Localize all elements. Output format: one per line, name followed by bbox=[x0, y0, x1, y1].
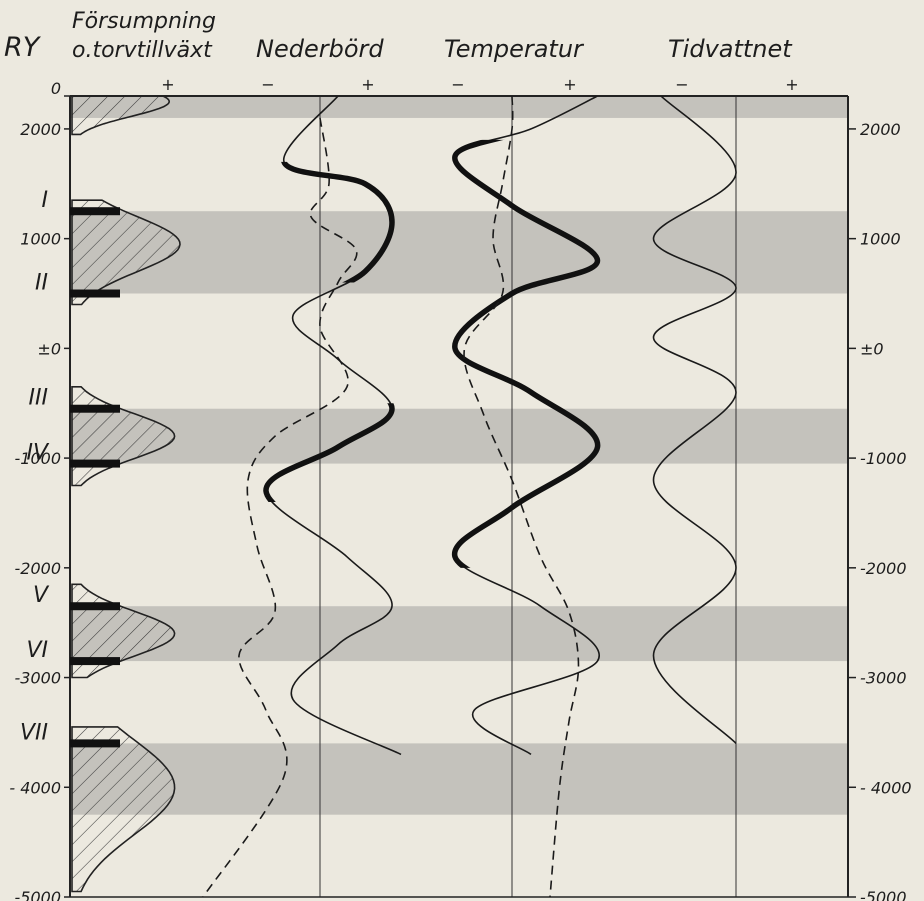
right-tick-label: 1000 bbox=[860, 230, 901, 249]
right-tick-label: 2000 bbox=[860, 120, 901, 139]
left-tick-label: 1000 bbox=[20, 230, 61, 249]
series-temperatur-streckad bbox=[463, 96, 580, 897]
right-tick-label: - 4000 bbox=[860, 778, 912, 797]
left-tick-label: -1000 bbox=[15, 449, 62, 468]
recurrence-label-i: I bbox=[42, 188, 49, 213]
recurrence-label-ii: II bbox=[35, 271, 48, 296]
series-nederbord-bold-2 bbox=[263, 403, 395, 502]
shaded-bands bbox=[70, 96, 848, 815]
recurrence-label-iv: IV bbox=[26, 441, 49, 466]
grid bbox=[69, 95, 849, 898]
tidvattnet-plus-sign: + bbox=[785, 75, 798, 94]
recurrence-marker-vi bbox=[70, 657, 120, 666]
shaded-band-5 bbox=[70, 743, 848, 815]
forsumpning-peak-5 bbox=[71, 726, 176, 893]
shaded-band-3 bbox=[70, 408, 848, 464]
left-tick-label: 0 bbox=[51, 79, 61, 98]
forsumpning-header-line1: Försumpning bbox=[72, 9, 216, 34]
recurrence-label-iii: III bbox=[29, 386, 48, 411]
recurrence-marker-ii bbox=[70, 289, 120, 298]
temperatur-minus-sign: − bbox=[451, 75, 464, 94]
shaded-band-2 bbox=[70, 211, 848, 294]
ry-label: RY bbox=[4, 32, 42, 63]
series-temperatur-bold-1 bbox=[452, 139, 601, 568]
y-axes: 0 2000 1000 ±0 -1000 -2000 -3000 - 4000 -5000 200… bbox=[9, 79, 911, 901]
recurrence-marker-vii bbox=[70, 739, 120, 748]
left-tick-label: - 4000 bbox=[9, 778, 61, 797]
left-tick-label: -3000 bbox=[15, 669, 62, 688]
recurrence-label-v: V bbox=[33, 583, 50, 608]
series-nederbord-streckad bbox=[202, 117, 358, 897]
recurrence-marker-iv bbox=[70, 459, 120, 468]
nederbord-header: Nederbörd bbox=[256, 35, 384, 63]
right-tick-label: -2000 bbox=[860, 559, 907, 578]
recurrence-marker-v bbox=[70, 602, 120, 611]
recurrence-marker-iii bbox=[70, 404, 120, 413]
column-headers: RY Försumpning o.torvtillväxt Nederbörd … bbox=[4, 9, 799, 94]
curves bbox=[202, 96, 737, 897]
recurrence-label-vii: VII bbox=[20, 720, 48, 745]
right-tick-label: -1000 bbox=[860, 449, 907, 468]
right-tick-label: -3000 bbox=[860, 669, 907, 688]
recurrence-label-vi: VI bbox=[26, 638, 48, 663]
forsumpning-peak-3 bbox=[71, 386, 176, 487]
left-tick-label: -5000 bbox=[15, 888, 62, 901]
right-tick-label: -5000 bbox=[860, 888, 907, 901]
tidvattnet-header: Tidvattnet bbox=[668, 35, 793, 63]
tidvattnet-minus-sign: − bbox=[675, 75, 688, 94]
left-tick-label: 2000 bbox=[20, 120, 61, 139]
temperatur-header: Temperatur bbox=[444, 35, 585, 63]
series-nederbord-bold-1 bbox=[281, 161, 395, 283]
recurrence-marker-i bbox=[70, 207, 120, 216]
forsumpning-plus-sign: + bbox=[161, 75, 174, 94]
right-tick-label: ±0 bbox=[860, 339, 884, 358]
nederbord-plus-sign: + bbox=[361, 75, 374, 94]
forsumpning-header-line2: o.torvtillväxt bbox=[72, 38, 213, 63]
nederbord-minus-sign: − bbox=[261, 75, 274, 94]
left-tick-label: ±0 bbox=[37, 339, 61, 358]
temperatur-plus-sign: + bbox=[563, 75, 576, 94]
shaded-band-4 bbox=[70, 606, 848, 662]
left-tick-label: -2000 bbox=[15, 559, 62, 578]
forsumpning-peak-1 bbox=[71, 95, 171, 136]
series-tidvattnet bbox=[652, 96, 737, 744]
shaded-band-1 bbox=[70, 96, 848, 118]
